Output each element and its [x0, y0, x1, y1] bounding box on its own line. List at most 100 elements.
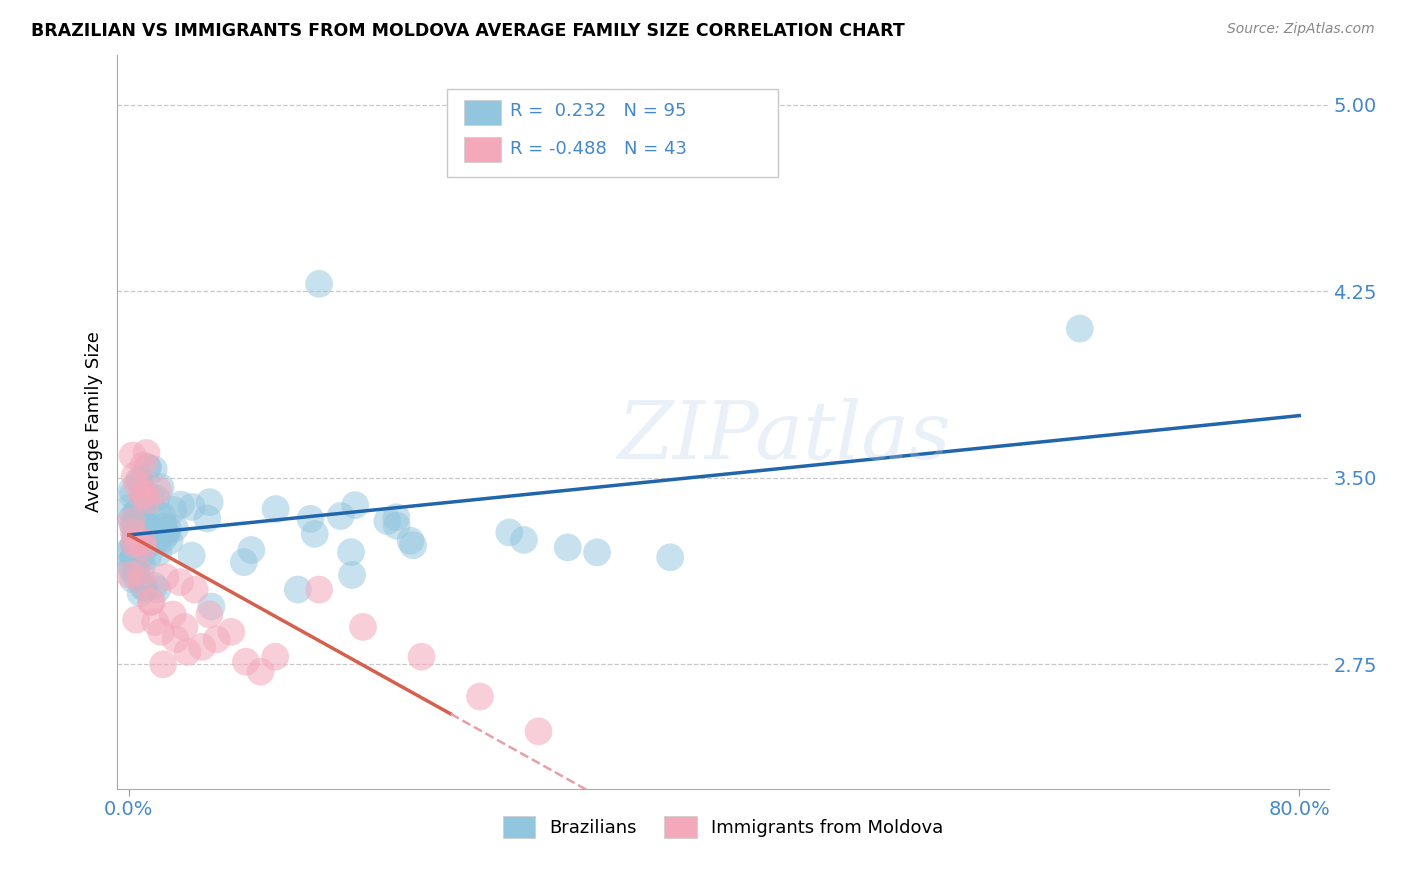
Point	[146, 483, 169, 498]
Point	[131, 540, 153, 554]
Point	[132, 520, 155, 534]
Point	[155, 527, 177, 541]
Point	[411, 649, 433, 664]
Y-axis label: Average Family Size: Average Family Size	[86, 332, 103, 512]
Point	[232, 555, 254, 569]
Point	[299, 512, 322, 526]
Point	[152, 657, 174, 672]
Point	[127, 524, 149, 538]
Point	[221, 624, 243, 639]
Point	[159, 533, 181, 548]
Point	[142, 462, 165, 476]
Point	[340, 545, 363, 559]
Point	[150, 508, 173, 523]
Point	[132, 458, 155, 473]
Point	[513, 533, 536, 547]
Point	[264, 502, 287, 516]
Point	[121, 483, 143, 497]
Point	[127, 541, 149, 555]
Point	[205, 632, 228, 647]
Point	[329, 508, 352, 523]
Point	[148, 529, 170, 543]
Point	[385, 510, 408, 524]
Point	[124, 530, 146, 544]
Text: R = -0.488   N = 43: R = -0.488 N = 43	[510, 140, 688, 158]
Point	[195, 511, 218, 525]
Point	[134, 519, 156, 533]
Point	[1069, 321, 1091, 335]
Point	[352, 620, 374, 634]
Point	[191, 640, 214, 654]
Point	[139, 595, 162, 609]
Point	[399, 533, 422, 548]
Point	[121, 488, 143, 502]
Point	[149, 480, 172, 494]
Point	[136, 493, 159, 508]
Point	[131, 515, 153, 529]
Point	[135, 446, 157, 460]
Point	[118, 557, 141, 571]
Point	[143, 615, 166, 629]
Point	[135, 520, 157, 534]
Point	[340, 568, 363, 582]
Point	[156, 522, 179, 536]
Point	[557, 541, 579, 555]
Point	[181, 500, 204, 514]
Point	[125, 505, 148, 519]
Point	[131, 548, 153, 562]
Point	[124, 537, 146, 551]
Point	[128, 536, 150, 550]
Point	[136, 460, 159, 475]
Point	[136, 516, 159, 530]
Point	[249, 665, 271, 679]
Text: ZIPatlas: ZIPatlas	[617, 398, 950, 475]
Point	[527, 724, 550, 739]
Point	[125, 534, 148, 549]
Point	[308, 277, 330, 291]
Point	[152, 532, 174, 546]
Point	[127, 505, 149, 519]
Point	[146, 582, 169, 597]
Point	[180, 549, 202, 563]
Point	[287, 582, 309, 597]
Point	[129, 474, 152, 488]
Point	[124, 534, 146, 549]
Point	[129, 586, 152, 600]
Point	[127, 474, 149, 488]
Point	[198, 607, 221, 622]
Point	[344, 498, 367, 512]
Point	[183, 582, 205, 597]
Point	[148, 508, 170, 523]
Point	[155, 570, 177, 584]
Text: BRAZILIAN VS IMMIGRANTS FROM MOLDOVA AVERAGE FAMILY SIZE CORRELATION CHART: BRAZILIAN VS IMMIGRANTS FROM MOLDOVA AVE…	[31, 22, 904, 40]
Point	[127, 509, 149, 524]
Point	[198, 495, 221, 509]
Point	[124, 468, 146, 483]
Point	[240, 543, 263, 558]
Point	[163, 521, 186, 535]
Point	[127, 540, 149, 554]
Point	[121, 553, 143, 567]
Point	[586, 545, 609, 559]
Point	[132, 535, 155, 549]
Point	[131, 558, 153, 573]
Point	[375, 514, 398, 528]
Point	[121, 517, 143, 532]
Point	[118, 543, 141, 558]
Point	[385, 518, 408, 533]
Point	[155, 525, 177, 540]
Point	[150, 624, 173, 639]
Point	[145, 534, 167, 549]
Point	[125, 524, 148, 539]
Text: Source: ZipAtlas.com: Source: ZipAtlas.com	[1227, 22, 1375, 37]
Point	[131, 489, 153, 503]
Point	[145, 491, 167, 506]
Point	[121, 572, 143, 586]
Point	[170, 498, 193, 512]
Point	[122, 518, 145, 533]
Point	[402, 538, 425, 552]
Point	[129, 566, 152, 580]
Point	[120, 561, 142, 575]
Point	[134, 486, 156, 500]
Point	[125, 569, 148, 583]
